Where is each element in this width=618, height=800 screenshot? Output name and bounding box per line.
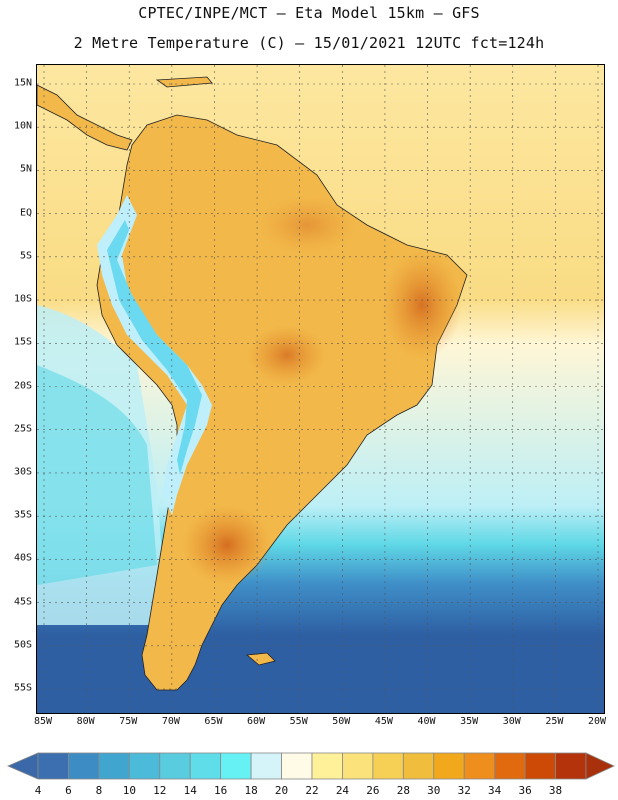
- colorbar: [6, 752, 615, 780]
- hot-region-northeast-brazil: [382, 250, 462, 360]
- colorbar-over-arrow: [585, 752, 615, 780]
- lat-tick-label: EQ: [19, 207, 32, 219]
- colorbar-segment: [494, 752, 526, 780]
- colorbar-segment: [98, 752, 130, 780]
- colorbar-segment: [372, 752, 404, 780]
- colorbar-tick-label: 20: [274, 784, 289, 797]
- colorbar-tick-label: 24: [335, 784, 350, 797]
- lat-tick-label: 10S: [13, 293, 32, 305]
- lat-tick-label: 15S: [13, 336, 32, 348]
- lon-tick-label: 40W: [417, 716, 436, 727]
- colorbar-segment: [159, 752, 191, 780]
- chart-title: CPTEC/INPE/MCT – Eta Model 15km – GFS: [138, 4, 480, 22]
- lon-tick-label: 20W: [587, 716, 607, 727]
- colorbar-tick-label: 22: [305, 784, 319, 797]
- colorbar-tick-label: 32: [457, 784, 471, 797]
- lon-tick-label: 25W: [545, 716, 564, 727]
- lon-tick-label: 60W: [247, 716, 266, 727]
- colorbar-segment: [220, 752, 252, 780]
- lat-tick-label: 15N: [13, 77, 32, 89]
- colorbar-tick-label: 14: [183, 784, 197, 797]
- central-america-land: [37, 84, 133, 151]
- lat-tick-label: 10N: [13, 120, 32, 132]
- colorbar-segment: [68, 752, 100, 780]
- colorbar-tick-label: 26: [366, 784, 380, 797]
- colorbar-segment: [250, 752, 282, 780]
- lon-tick-label: 65W: [204, 716, 223, 727]
- colorbar-tick-label: 28: [396, 784, 410, 797]
- lon-tick-label: 85W: [33, 716, 53, 727]
- colorbar-tick-label: 36: [518, 784, 532, 797]
- colorbar-tick-label: 10: [122, 784, 136, 797]
- colorbar-segment: [342, 752, 374, 780]
- falkland-islands: [246, 652, 276, 666]
- lat-tick-label: 30S: [13, 466, 32, 478]
- colorbar-segment: [402, 752, 435, 780]
- lat-tick-label: 25S: [13, 423, 32, 435]
- andes-core: [107, 220, 202, 475]
- colorbar-under-arrow: [6, 752, 39, 780]
- colorbar-tick-label: 8: [95, 784, 103, 797]
- lat-tick-label: 20S: [13, 380, 32, 391]
- colorbar-segment: [281, 752, 313, 780]
- colorbar-segment: [189, 752, 222, 780]
- lat-tick-label: 35S: [13, 509, 32, 521]
- lon-tick-label: 80W: [76, 716, 95, 727]
- lon-tick-label: 30W: [502, 716, 521, 727]
- lon-tick-label: 70W: [161, 716, 180, 727]
- temperature-map: [37, 65, 604, 713]
- colorbar-tick-label: 30: [427, 784, 441, 797]
- lat-tick-label: 50S: [13, 639, 32, 651]
- colorbar-segment: [555, 752, 587, 780]
- colorbar-tick-label: 4: [34, 784, 42, 797]
- hot-region-argentina: [182, 505, 272, 585]
- lat-tick-label: 5N: [19, 163, 32, 175]
- lon-tick-label: 35W: [460, 716, 479, 727]
- colorbar-segment: [524, 752, 556, 780]
- lon-tick-label: 45W: [374, 716, 393, 727]
- caribbean-islands: [155, 76, 213, 88]
- colorbar-segment: [128, 752, 161, 780]
- colorbar-tick-label: 6: [65, 784, 72, 797]
- colorbar-tick-label: 16: [214, 784, 228, 797]
- colorbar-tick-label: 34: [488, 784, 502, 797]
- colorbar-segment: [463, 752, 496, 780]
- lon-tick-label: 55W: [289, 716, 308, 727]
- lat-tick-label: 45S: [13, 596, 32, 608]
- colorbar-segment: [433, 752, 465, 780]
- chart-subtitle: 2 Metre Temperature (C) – 15/01/2021 12U…: [73, 34, 545, 52]
- colorbar-tick-label: 12: [153, 784, 167, 797]
- colorbar-tick-label: 38: [548, 784, 563, 797]
- pacific-cyan-band: [37, 365, 157, 585]
- hot-region-amazon: [257, 195, 357, 255]
- lat-tick-label: 55S: [13, 682, 32, 694]
- colorbar-tick-label: 18: [244, 784, 258, 797]
- hot-region-central-brazil: [247, 325, 327, 385]
- lat-tick-label: 5S: [19, 250, 32, 262]
- map-area[interactable]: [36, 64, 605, 714]
- lon-tick-label: 75W: [119, 716, 138, 727]
- lon-tick-label: 50W: [332, 716, 351, 727]
- colorbar-segment: [37, 752, 69, 780]
- colorbar-segment: [311, 752, 343, 780]
- lat-tick-label: 40S: [13, 552, 32, 564]
